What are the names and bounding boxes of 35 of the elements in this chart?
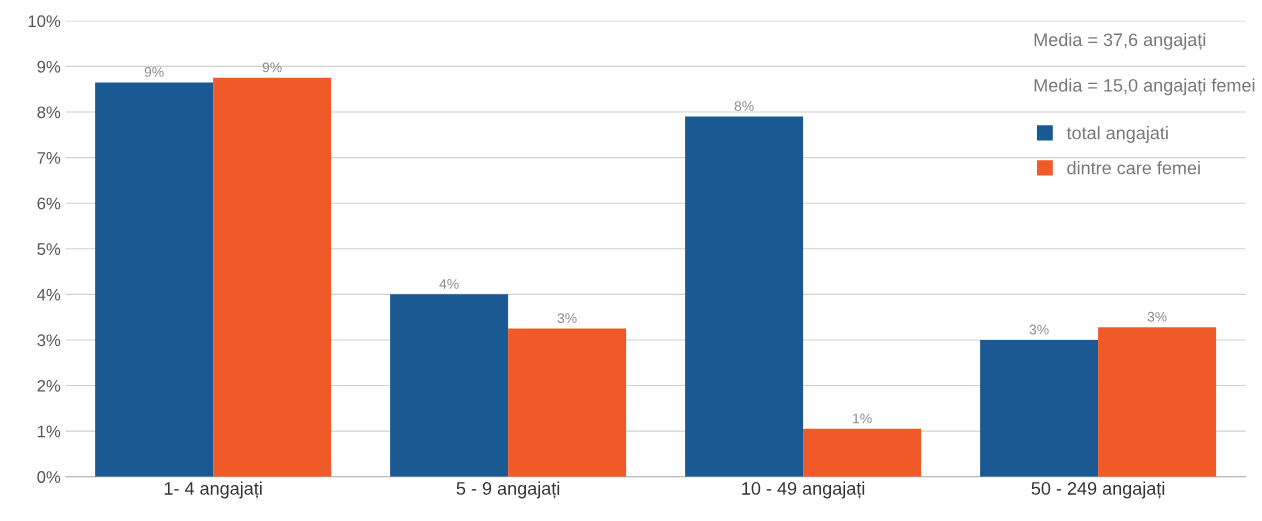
annotation: Media = 37,6 angajați xyxy=(1034,32,1206,50)
y-tick-label: 0% xyxy=(37,471,61,483)
annotation: Media = 15,0 angajați femei xyxy=(1034,78,1255,96)
bar xyxy=(508,328,627,477)
y-tick-label: 5% xyxy=(37,243,61,255)
data-label: 8% xyxy=(734,101,754,112)
data-label: 9% xyxy=(262,62,282,73)
y-tick-label: 4% xyxy=(37,288,61,301)
data-label: 3% xyxy=(557,313,577,324)
bar xyxy=(213,77,332,477)
bar xyxy=(803,428,922,477)
bar xyxy=(1098,327,1217,477)
bar xyxy=(390,294,509,477)
y-tick-label: 10% xyxy=(28,15,61,28)
y-tick-label: 1% xyxy=(37,425,61,438)
x-tick-label: 10 - 49 angajați xyxy=(742,481,865,499)
data-label: 4% xyxy=(439,279,459,289)
legend-label: total angajati xyxy=(1066,126,1168,143)
legend-label: dintre care femei xyxy=(1067,161,1200,175)
bar xyxy=(95,82,214,477)
data-label: 9% xyxy=(144,67,164,77)
x-tick-label: 50 - 249 angajați xyxy=(1031,481,1165,499)
y-tick-label: 8% xyxy=(37,106,61,119)
data-label: 3% xyxy=(1147,311,1167,322)
y-tick-label: 9% xyxy=(37,60,61,73)
data-label: 3% xyxy=(1029,324,1049,335)
y-tick-label: 2% xyxy=(37,379,61,392)
data-label: 1% xyxy=(853,413,872,424)
y-tick-label: 6% xyxy=(37,197,61,210)
bar xyxy=(685,116,804,477)
x-tick-label: 1- 4 angajați xyxy=(164,481,262,499)
y-tick-label: 7% xyxy=(37,152,61,164)
x-tick-label: 5 - 9 angajați xyxy=(456,481,560,499)
y-tick-label: 3% xyxy=(37,334,61,347)
bar xyxy=(980,339,1099,477)
